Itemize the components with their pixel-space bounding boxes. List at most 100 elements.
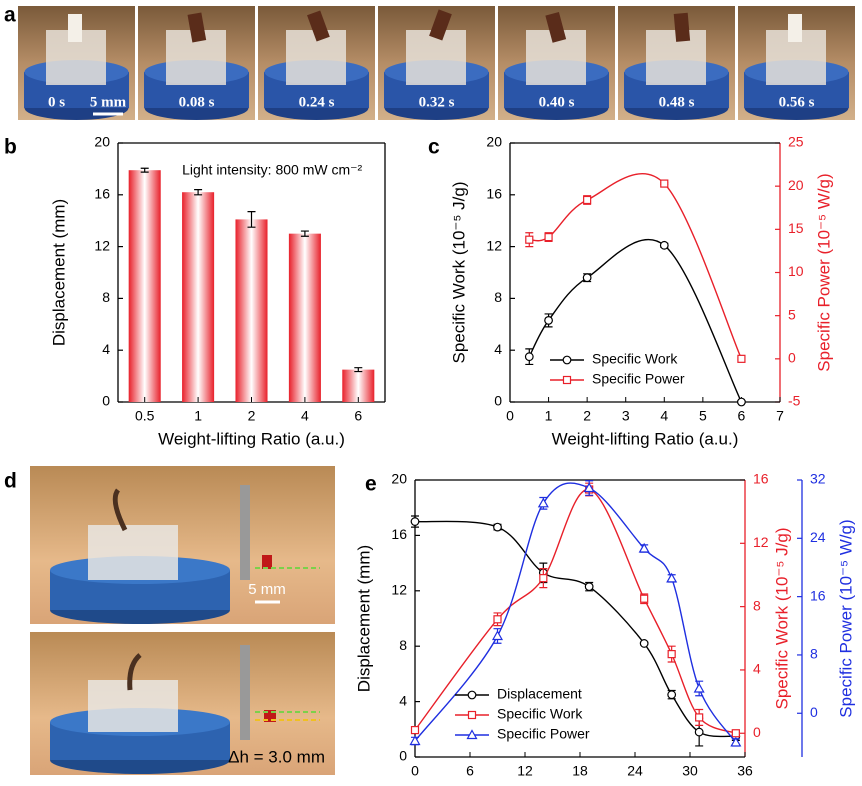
x-tick-label: 4 xyxy=(301,408,309,424)
y-tick-label: 16 xyxy=(486,186,502,202)
legend-marker xyxy=(469,712,476,719)
point xyxy=(695,728,703,736)
rod xyxy=(240,485,250,580)
y-tick-label: 0 xyxy=(102,393,110,409)
y-tick-label: 5 xyxy=(788,306,796,322)
series-line xyxy=(529,174,741,359)
photo-frame: 0.48 s xyxy=(618,6,735,120)
point xyxy=(696,714,703,721)
x-tick-label: 1 xyxy=(194,408,202,424)
frame-label: 0 s xyxy=(48,94,65,110)
bar xyxy=(129,170,161,402)
y-axis-title: Specific Work (10⁻⁵ J/g) xyxy=(772,528,791,710)
photo-frame: 0.40 s xyxy=(498,6,615,120)
x-axis-title: Weight-lifting Ratio (a.u.) xyxy=(158,429,345,448)
point xyxy=(668,651,675,658)
panel-label: b xyxy=(4,136,17,159)
point xyxy=(641,595,648,602)
film xyxy=(788,14,802,42)
y-tick-label: 20 xyxy=(391,471,407,487)
y-tick-label: 16 xyxy=(753,471,769,487)
point xyxy=(545,234,552,241)
legend-marker xyxy=(564,377,571,384)
legend-label: Specific Work xyxy=(592,351,678,367)
legend-label: Specific Power xyxy=(497,726,590,742)
y-tick-label: 16 xyxy=(94,186,110,202)
panel-label: d xyxy=(4,470,17,493)
y-tick-label: -5 xyxy=(788,393,801,409)
y-tick-label: 0 xyxy=(399,748,407,764)
point xyxy=(738,355,745,362)
legend-marker xyxy=(468,691,476,699)
point xyxy=(545,317,553,325)
legend-label: Specific Power xyxy=(592,371,685,387)
y-tick-label: 8 xyxy=(102,289,110,305)
weight xyxy=(262,555,272,569)
x-tick-label: 6 xyxy=(466,763,474,779)
y-axis-title: Specific Power (10⁻⁵ W/g) xyxy=(814,173,833,371)
point xyxy=(668,691,676,699)
y-tick-label: 20 xyxy=(788,177,804,193)
rod xyxy=(240,645,250,740)
y-tick-label: 12 xyxy=(94,237,110,253)
point xyxy=(494,616,501,623)
photo-frame: 0.08 s xyxy=(138,6,255,120)
block xyxy=(406,30,466,85)
scale-label: 5 mm xyxy=(90,94,127,110)
y-tick-label: 4 xyxy=(494,341,502,357)
y-tick-label: 0 xyxy=(494,393,502,409)
photo-frame: 0.32 s xyxy=(378,6,495,120)
point xyxy=(494,523,502,531)
y-tick-label: 15 xyxy=(788,220,804,236)
figure: a d 5 mm Δh = 3.0 mm 0 s 0.08 s 0.24 s 0.32… xyxy=(0,0,862,786)
point xyxy=(411,518,419,526)
y-axis-title: Displacement (mm) xyxy=(49,199,68,346)
point xyxy=(540,575,547,582)
x-axis-title: Weight-lifting Ratio (a.u.) xyxy=(552,429,739,448)
point xyxy=(738,398,746,406)
annotation: Light intensity: 800 mW cm⁻² xyxy=(182,162,362,178)
x-tick-label: 12 xyxy=(517,763,533,779)
y-tick-label: 0 xyxy=(753,724,761,740)
series-line xyxy=(415,521,736,736)
y-tick-label: 20 xyxy=(94,134,110,150)
panel-label: a xyxy=(4,4,16,27)
x-tick-label: 3 xyxy=(622,408,630,424)
y-tick-label: 25 xyxy=(788,134,804,150)
x-tick-label: 0 xyxy=(411,763,419,779)
point xyxy=(695,684,704,692)
y-tick-label: 12 xyxy=(391,582,407,598)
point xyxy=(585,583,593,591)
bar xyxy=(182,192,214,402)
y-tick-label: 0 xyxy=(810,704,818,720)
y-axis-title: Specific Work (10⁻⁵ J/g) xyxy=(449,182,468,364)
x-tick-label: 18 xyxy=(572,763,588,779)
x-tick-label: 7 xyxy=(776,408,784,424)
y-tick-label: 8 xyxy=(494,289,502,305)
point xyxy=(525,353,533,361)
y-tick-label: 4 xyxy=(753,661,761,677)
point xyxy=(660,242,668,250)
frame-label: 0.56 s xyxy=(779,94,815,110)
frame-label: 0.48 s xyxy=(659,94,695,110)
point xyxy=(584,196,591,203)
x-tick-label: 30 xyxy=(682,763,698,779)
x-tick-label: 6 xyxy=(354,408,362,424)
photo-panel-d: 5 mm Δh = 3.0 mm xyxy=(30,466,335,775)
y-tick-label: 4 xyxy=(102,341,110,357)
y-tick-label: 8 xyxy=(399,637,407,653)
y-tick-label: 16 xyxy=(810,587,826,603)
point xyxy=(583,274,591,282)
point xyxy=(539,499,548,507)
x-tick-label: 0 xyxy=(506,408,514,424)
frame-label: 0.32 s xyxy=(419,94,455,110)
film xyxy=(674,13,690,42)
x-tick-label: 1 xyxy=(545,408,553,424)
bar xyxy=(235,219,267,402)
y-tick-label: 8 xyxy=(753,597,761,613)
film xyxy=(68,14,82,42)
frame-label: 0.24 s xyxy=(299,94,335,110)
y-tick-label: 16 xyxy=(391,526,407,542)
legend-marker xyxy=(563,356,571,364)
x-tick-label: 24 xyxy=(627,763,643,779)
